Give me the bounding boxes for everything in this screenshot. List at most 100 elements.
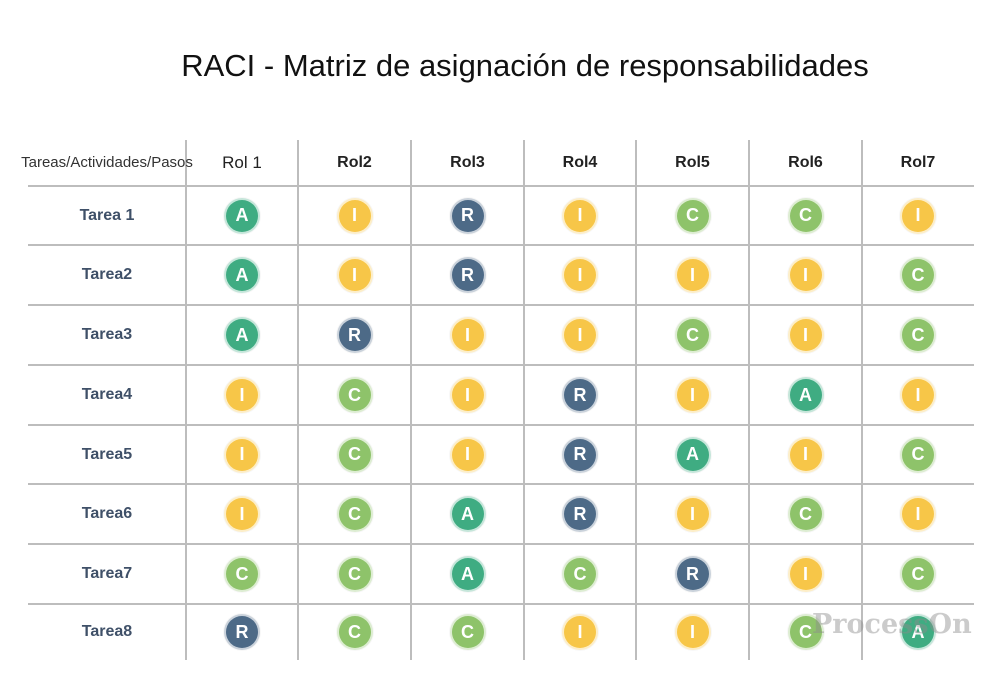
role-header: Rol 1	[222, 153, 262, 172]
task-label: Tarea3	[81, 326, 133, 343]
matrix-cell: C	[636, 305, 749, 365]
raci-badge-c: C	[336, 436, 373, 473]
row-divider	[28, 304, 974, 306]
role-header: Rol5	[675, 154, 710, 171]
raci-badge-i: I	[787, 317, 824, 353]
raci-badge-i: I	[224, 496, 260, 532]
matrix-cell: I	[298, 245, 411, 305]
matrix-cell: I	[524, 186, 636, 245]
raci-badge-i: I	[674, 614, 711, 650]
matrix-cell: I	[636, 365, 749, 425]
matrix-cell: R	[524, 425, 636, 484]
task-label: Tarea4	[81, 386, 133, 403]
watermark: ProcessOn	[812, 609, 972, 640]
raci-badge-i: I	[674, 377, 711, 413]
raci-badge-a: A	[224, 197, 260, 234]
matrix-cell: I	[749, 425, 862, 484]
matrix-cell: R	[186, 604, 298, 660]
matrix-cell: I	[186, 365, 298, 425]
raci-badge-i: I	[562, 197, 598, 234]
raci-badge-i: I	[562, 317, 598, 353]
role-header: Rol6	[788, 154, 823, 171]
raci-badge-a: A	[449, 556, 486, 592]
matrix-cell: C	[298, 484, 411, 544]
task-label: Tarea 1	[79, 206, 135, 224]
matrix-cell: C	[749, 604, 862, 660]
matrix-cell: A	[636, 425, 749, 484]
raci-badge-c: C	[787, 496, 824, 532]
raci-badge-c: C	[674, 197, 711, 234]
raci-badge-i: I	[562, 614, 598, 650]
raci-badge-a: A	[449, 496, 486, 532]
raci-badge-c: C	[900, 436, 936, 473]
raci-badge-c: C	[336, 496, 373, 532]
matrix-cell: C	[298, 425, 411, 484]
raci-badge-i: I	[224, 436, 260, 473]
column-divider	[410, 140, 412, 660]
row-divider	[28, 543, 974, 545]
row-divider	[28, 424, 974, 426]
raci-badge-c: C	[562, 556, 598, 592]
matrix-cell: I	[411, 365, 524, 425]
matrix-cell: I	[298, 186, 411, 245]
matrix-cell: I	[411, 425, 524, 484]
raci-badge-r: R	[562, 436, 598, 473]
raci-badge-i: I	[787, 436, 824, 473]
matrix-cell: R	[411, 245, 524, 305]
raci-badge-i: I	[900, 377, 936, 413]
task-label: Tarea2	[81, 266, 133, 283]
role-header: Rol3	[450, 154, 485, 171]
row-divider	[28, 483, 974, 485]
task-label: Tarea7	[81, 565, 133, 582]
raci-badge-c: C	[336, 377, 373, 413]
matrix-cell: I	[862, 365, 974, 425]
raci-badge-c: C	[336, 614, 373, 650]
matrix-cell: A	[186, 186, 298, 245]
matrix-cell: I	[636, 245, 749, 305]
matrix-cell: I	[749, 544, 862, 604]
raci-badge-i: I	[674, 496, 711, 532]
raci-badge-i: I	[787, 556, 824, 592]
raci-badge-r: R	[449, 197, 486, 234]
matrix-cell: C	[186, 544, 298, 604]
matrix-cell: I	[524, 604, 636, 660]
role-header: Rol2	[337, 154, 372, 171]
matrix-cell: R	[636, 544, 749, 604]
raci-badge-c: C	[900, 556, 936, 592]
raci-badge-i: I	[449, 317, 486, 353]
raci-badge-a: A	[900, 614, 936, 650]
raci-badge-i: I	[449, 377, 486, 413]
task-label: Tarea6	[81, 505, 133, 522]
matrix-cell: I	[862, 484, 974, 544]
raci-badge-a: A	[787, 377, 824, 413]
matrix-cell: R	[411, 186, 524, 245]
raci-badge-c: C	[336, 556, 373, 592]
matrix-cell: C	[298, 544, 411, 604]
raci-badge-c: C	[224, 556, 260, 592]
raci-badge-i: I	[900, 197, 936, 234]
column-divider	[297, 140, 299, 660]
matrix-cell: I	[749, 245, 862, 305]
matrix-cell: C	[411, 604, 524, 660]
matrix-cell: I	[636, 604, 749, 660]
page-title: RACI - Matriz de asignación de responsab…	[181, 48, 869, 83]
raci-badge-i: I	[900, 496, 936, 532]
raci-badge-r: R	[224, 614, 260, 650]
raci-badge-i: I	[449, 436, 486, 473]
column-divider	[748, 140, 750, 660]
raci-badge-i: I	[336, 257, 373, 293]
column-divider	[635, 140, 637, 660]
column-divider	[185, 140, 187, 660]
matrix-cell: I	[411, 305, 524, 365]
matrix-cell: I	[524, 245, 636, 305]
role-header: Rol7	[900, 154, 936, 171]
raci-badge-c: C	[900, 257, 936, 293]
raci-badge-i: I	[336, 197, 373, 234]
matrix-cell: R	[298, 305, 411, 365]
raci-badge-a: A	[674, 436, 711, 473]
matrix-cell: C	[862, 245, 974, 305]
matrix-cell: A	[862, 604, 974, 660]
matrix-cell: A	[749, 365, 862, 425]
raci-badge-c: C	[900, 317, 936, 353]
raci-badge-a: A	[224, 257, 260, 293]
